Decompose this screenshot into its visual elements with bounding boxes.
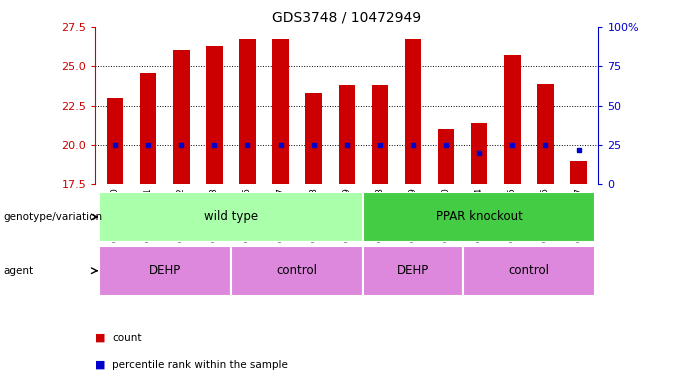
Bar: [571, 161, 587, 184]
Text: control: control: [509, 264, 549, 277]
Text: percentile rank within the sample: percentile rank within the sample: [112, 360, 288, 370]
Bar: [140, 73, 156, 184]
Bar: [363, 192, 595, 242]
Bar: [107, 98, 123, 184]
Text: count: count: [112, 333, 141, 343]
Text: PPAR knockout: PPAR knockout: [436, 210, 523, 223]
Bar: [173, 50, 190, 184]
Bar: [339, 85, 355, 184]
Bar: [231, 246, 363, 296]
Text: wild type: wild type: [204, 210, 258, 223]
Text: ■: ■: [95, 360, 105, 370]
Bar: [405, 40, 422, 184]
Text: control: control: [277, 264, 318, 277]
Title: GDS3748 / 10472949: GDS3748 / 10472949: [272, 10, 422, 24]
Text: genotype/variation: genotype/variation: [3, 212, 103, 222]
Bar: [471, 123, 488, 184]
Bar: [206, 46, 222, 184]
Bar: [272, 40, 289, 184]
Bar: [99, 192, 363, 242]
Text: DEHP: DEHP: [397, 264, 429, 277]
Bar: [363, 246, 462, 296]
Bar: [438, 129, 454, 184]
Bar: [239, 40, 256, 184]
Bar: [305, 93, 322, 184]
Text: ■: ■: [95, 333, 105, 343]
Bar: [537, 84, 554, 184]
Bar: [462, 246, 595, 296]
Bar: [372, 85, 388, 184]
Text: DEHP: DEHP: [149, 264, 181, 277]
Bar: [99, 246, 231, 296]
Text: agent: agent: [3, 266, 33, 276]
Bar: [504, 55, 521, 184]
